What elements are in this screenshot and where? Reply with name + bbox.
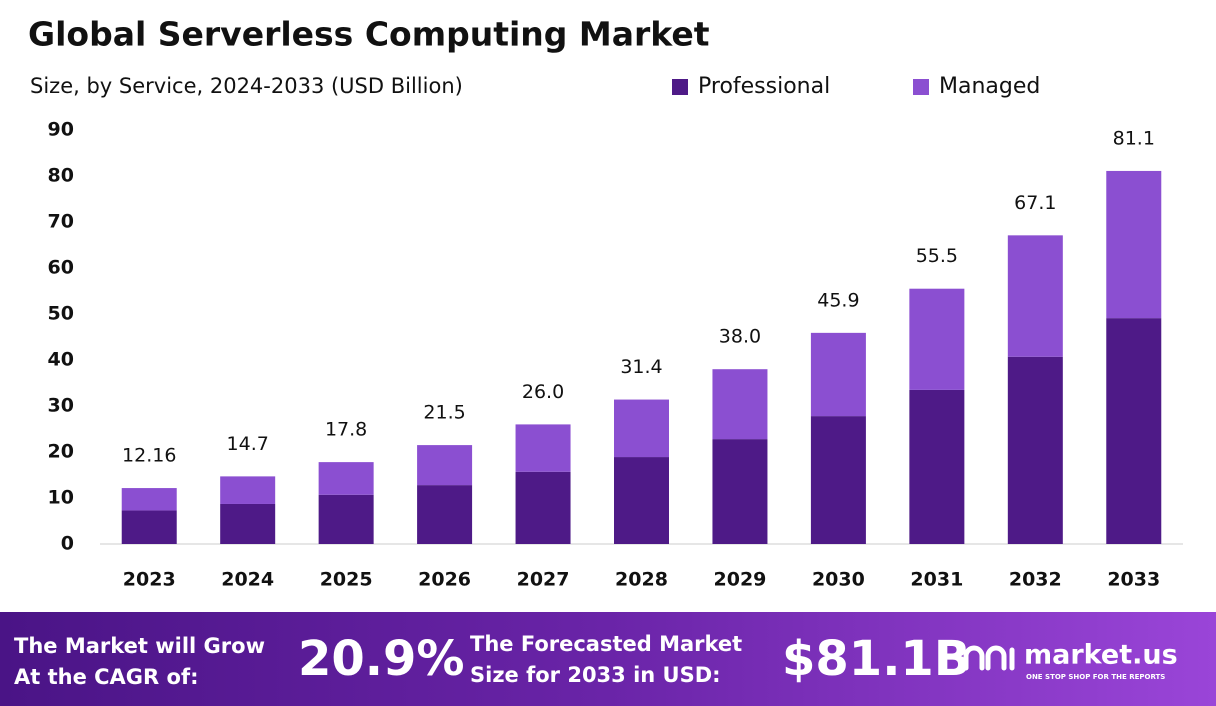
total-label: 21.5 (423, 402, 465, 424)
bar-segment (318, 494, 374, 544)
footer-text: The Forecasted Market (470, 632, 742, 656)
brand-name: market.us (1024, 640, 1178, 671)
bar-segment (614, 399, 669, 458)
chart-subtitle: Size, by Service, 2024-2033 (USD Billion… (30, 74, 463, 98)
bar-segment (515, 424, 571, 472)
footer-text: At the CAGR of: (14, 665, 199, 689)
x-tick-label: 2031 (910, 569, 963, 591)
y-tick-label: 70 (48, 211, 74, 233)
legend-swatch (913, 79, 929, 95)
total-label: 67.1 (1014, 192, 1056, 214)
y-tick-label: 60 (48, 257, 74, 279)
bar-segment (909, 288, 965, 390)
total-label: 45.9 (817, 289, 859, 311)
total-label: 81.1 (1113, 127, 1155, 149)
chart-title: Global Serverless Computing Market (28, 15, 710, 54)
bar-segment (417, 485, 473, 544)
x-tick-label: 2033 (1107, 569, 1160, 591)
bar-segment (1007, 356, 1063, 544)
bar-segment (121, 488, 177, 511)
y-tick-label: 0 (61, 533, 74, 555)
cagr-value: 20.9% (298, 631, 465, 687)
x-tick-label: 2030 (812, 569, 865, 591)
x-tick-label: 2032 (1009, 569, 1062, 591)
y-tick-label: 30 (48, 395, 74, 417)
legend-swatch (672, 79, 688, 95)
bar-segment (220, 476, 276, 504)
legend-label: Managed (939, 74, 1040, 99)
bar-segment (318, 462, 374, 495)
y-tick-label: 50 (48, 303, 74, 325)
bar-segment (712, 439, 768, 544)
legend-label: Professional (698, 74, 830, 99)
forecast-value: $81.1B (782, 631, 970, 687)
bar-segment (810, 416, 866, 544)
bar-segment (220, 503, 276, 544)
total-label: 55.5 (916, 245, 958, 267)
y-tick-label: 80 (48, 165, 74, 187)
x-tick-label: 2024 (221, 569, 274, 591)
bar-segment (121, 510, 177, 544)
y-tick-label: 90 (48, 119, 74, 141)
x-tick-label: 2026 (418, 569, 471, 591)
footer-text: Size for 2033 in USD: (470, 663, 721, 687)
total-label: 31.4 (620, 356, 662, 378)
bar-segment (1106, 170, 1162, 319)
brand-tagline: ONE STOP SHOP FOR THE REPORTS (1026, 673, 1165, 681)
bar-segment (1007, 235, 1063, 357)
x-tick-label: 2023 (123, 569, 176, 591)
x-tick-label: 2028 (615, 569, 668, 591)
total-label: 38.0 (719, 326, 761, 348)
footer-text: The Market will Grow (14, 634, 265, 658)
brand-logo (963, 645, 1015, 671)
bar-segment (1106, 318, 1162, 544)
bar-segment (810, 332, 866, 417)
bar-segment (417, 445, 473, 486)
bar-segment (712, 369, 768, 440)
total-label: 17.8 (325, 419, 367, 441)
y-tick-label: 10 (48, 487, 74, 509)
total-label: 12.16 (122, 445, 176, 467)
x-tick-label: 2025 (320, 569, 373, 591)
bar-segment (614, 457, 669, 544)
total-label: 14.7 (227, 433, 269, 455)
y-tick-label: 40 (48, 349, 74, 371)
y-tick-label: 20 (48, 441, 74, 463)
bar-segment (909, 389, 965, 544)
x-tick-label: 2027 (517, 569, 570, 591)
x-tick-label: 2029 (714, 569, 767, 591)
bar-segment (515, 471, 571, 544)
total-label: 26.0 (522, 381, 564, 403)
